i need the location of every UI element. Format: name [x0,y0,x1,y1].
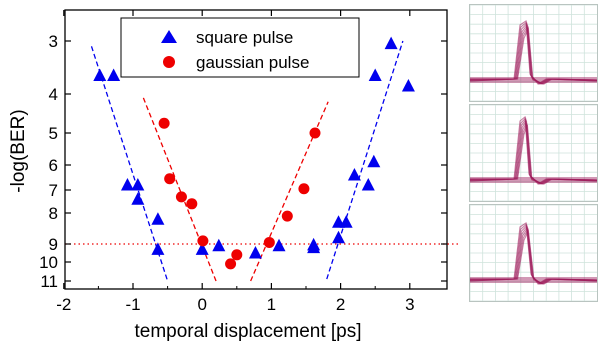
data-point-square-pulse [93,68,107,81]
data-point-square-pulse [384,36,398,50]
y-tick-label: 8 [49,204,58,223]
data-point-square-pulse [361,178,375,191]
y-tick-label: 11 [40,272,58,291]
data-point-square-pulse [107,68,121,81]
legend: square pulse gaussian pulse [120,17,360,78]
data-point-gaussian-pulse [225,258,237,270]
data-point-square-pulse [151,242,165,255]
oscilloscope-trace-plot [470,105,597,201]
y-axis-title: -log(BER) [8,109,29,192]
y-tick-label: 4 [49,85,58,104]
data-point-square-pulse [401,79,415,92]
data-point-gaussian-pulse [281,210,293,222]
data-point-square-pulse [368,68,382,81]
y-tick-label: 9 [49,235,58,254]
data-point-square-pulse [347,168,361,181]
x-axis-title: temporal displacement [ps] [134,321,361,342]
x-tick-label: 2 [336,295,345,314]
data-point-gaussian-pulse [309,127,321,139]
data-point-square-pulse [151,212,165,225]
data-point-square-pulse [120,178,134,191]
data-point-gaussian-pulse [164,173,176,185]
y-tick-label: 7 [49,181,58,200]
data-point-square-pulse [339,215,353,228]
data-point-gaussian-pulse [175,191,187,203]
data-points [93,36,415,270]
x-tick-label: 3 [405,295,414,314]
oscilloscope-inset-bottom [469,204,598,302]
data-point-gaussian-pulse [186,198,198,210]
data-point-square-pulse [212,238,226,252]
legend-box [120,17,360,78]
oscilloscope-trace-plot [470,5,597,101]
data-point-square-pulse [367,154,381,168]
plot-frame [64,9,448,290]
x-tick-label: 0 [197,295,206,314]
scope-pulse-trace [470,26,597,85]
scope-pulse-trace [470,228,597,285]
oscilloscope-inset-middle [469,104,598,202]
data-point-gaussian-pulse [263,236,275,248]
legend-marker-gaussian-pulse [163,56,175,68]
x-tick-label: -2 [56,295,71,314]
x-tick-label: -1 [125,295,140,314]
scope-pulse-trace [470,124,597,185]
data-point-square-pulse [307,240,321,254]
y-tick-label: 6 [49,156,58,175]
fit-line-square-pulse [90,46,169,282]
data-point-square-pulse [272,238,286,252]
data-point-gaussian-pulse [197,235,209,247]
data-point-gaussian-pulse [298,183,310,195]
x-tick-label: 1 [267,295,276,314]
oscilloscope-inset-top [469,4,598,102]
data-point-square-pulse [195,242,209,255]
oscilloscope-trace-plot [470,205,597,301]
data-point-square-pulse [248,246,262,259]
y-tick-label: 5 [49,124,58,143]
y-tick-label: 3 [49,32,58,51]
data-point-square-pulse [131,192,145,205]
data-point-gaussian-pulse [158,117,170,129]
legend-label-gaussian-pulse: gaussian pulse [196,53,309,72]
data-point-gaussian-pulse [231,249,243,261]
data-point-square-pulse [131,178,145,191]
data-point-square-pulse [332,230,346,244]
legend-marker-square-pulse [161,30,177,43]
legend-label-square-pulse: square pulse [196,28,293,47]
y-tick-label: 10 [39,253,58,272]
